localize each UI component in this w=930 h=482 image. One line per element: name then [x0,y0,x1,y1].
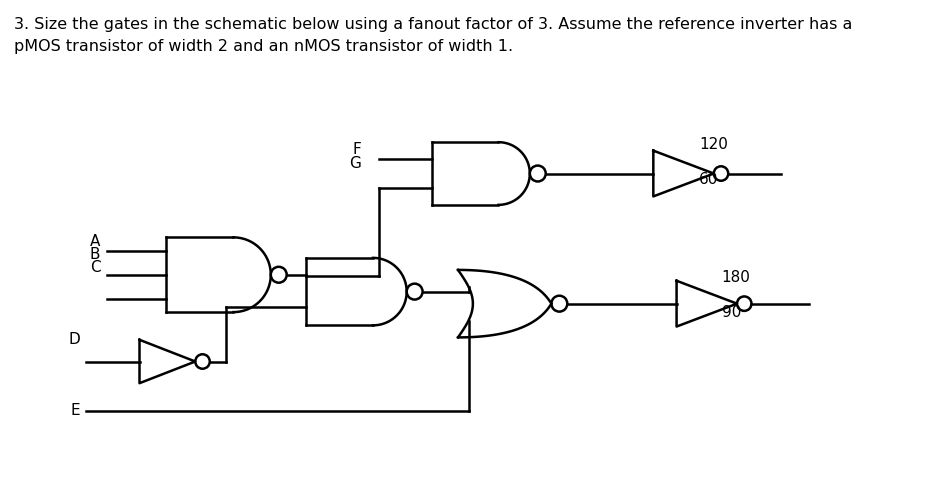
Text: 90: 90 [722,305,741,320]
Text: C: C [90,260,100,275]
Text: pMOS transistor of width 2 and an nMOS transistor of width 1.: pMOS transistor of width 2 and an nMOS t… [14,39,513,54]
Text: E: E [71,403,80,418]
Text: D: D [68,332,80,348]
Text: 3. Size the gates in the schematic below using a fanout factor of 3. Assume the : 3. Size the gates in the schematic below… [14,17,852,32]
Text: 180: 180 [722,269,751,285]
Text: 60: 60 [699,172,719,187]
Text: B: B [90,247,100,262]
Text: A: A [90,233,100,249]
Text: F: F [352,142,361,157]
Text: G: G [349,156,361,172]
Text: 120: 120 [699,137,728,152]
